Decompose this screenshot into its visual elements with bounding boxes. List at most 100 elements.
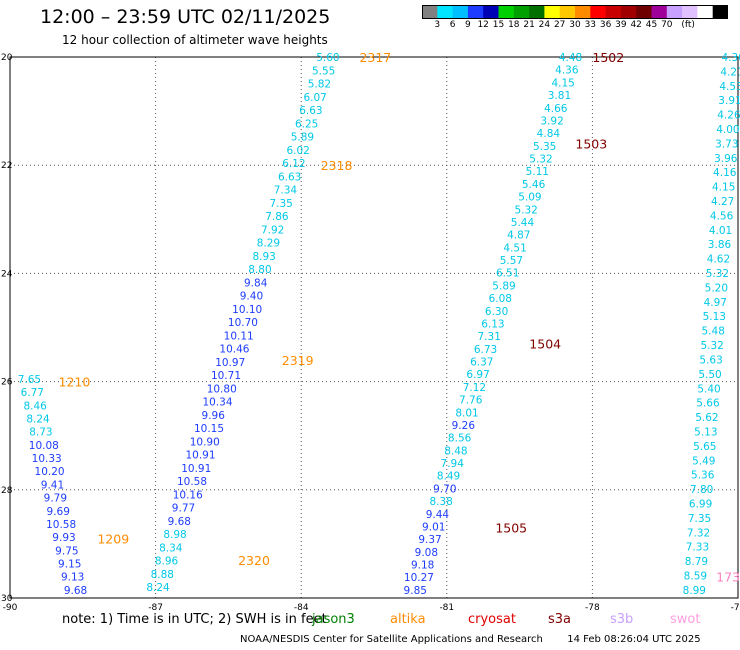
colorbar-swatch xyxy=(620,5,637,19)
wave-height-value: 9.77 xyxy=(172,503,195,515)
wave-height-value: 7.12 xyxy=(463,382,486,394)
track-time-label: 1210 xyxy=(59,375,91,390)
wave-height-value: 5.44 xyxy=(511,217,535,229)
wave-height-value: 8.29 xyxy=(257,238,280,250)
colorbar-label: 45 xyxy=(645,20,658,30)
wave-height-value: 10.27 xyxy=(404,572,434,584)
wave-height-value: 9.68 xyxy=(64,585,87,597)
wave-height-value: 5.66 xyxy=(696,398,720,410)
wave-height-value: 8.79 xyxy=(685,556,708,568)
wave-height-value: 9.40 xyxy=(240,291,263,303)
footer-timestamp: 14 Feb 08:26:04 UTC 2025 xyxy=(567,634,701,645)
colorbar-label: 18 xyxy=(508,20,520,30)
colorbar-swatch xyxy=(636,5,652,19)
wave-height-value: 9.15 xyxy=(58,559,81,571)
x-tick-label: -81 xyxy=(439,603,454,612)
wave-height-value: 5.13 xyxy=(694,426,717,438)
wave-height-value: 9.70 xyxy=(433,483,456,495)
legend-altika: altika xyxy=(390,612,426,627)
track-time-label: 1504 xyxy=(529,337,561,352)
wave-height-value: 6.07 xyxy=(303,92,326,104)
colorbar-labels: 3 6 9 12 15 18 21 24 27 30 33 36 39 42 45 70 (ft) xyxy=(422,20,740,34)
colorbar-label: 3 xyxy=(434,20,441,30)
track-time-label: 1502 xyxy=(592,50,624,65)
wave-height-value: 3.92 xyxy=(540,115,563,127)
colorbar-frame xyxy=(422,5,728,19)
wave-height-value: 7.32 xyxy=(687,527,710,539)
colorbar-label: 24 xyxy=(538,20,551,30)
wave-height-value: 4.27 xyxy=(711,196,734,208)
track-time-label: 1503 xyxy=(575,137,607,152)
wave-height-value: 9.75 xyxy=(55,545,78,557)
wave-height-value: 5.40 xyxy=(697,383,720,395)
wave-height-value: 6.37 xyxy=(470,357,493,369)
wave-height-value: 5.09 xyxy=(518,192,541,204)
wave-height-value: 4.97 xyxy=(704,297,727,309)
wave-height-value: 4.62 xyxy=(707,254,730,266)
colorbar-swatch xyxy=(483,5,499,19)
wave-height-value: 8.49 xyxy=(437,471,460,483)
wave-height-value: 10.91 xyxy=(185,450,215,462)
wave-height-value: 5.20 xyxy=(705,282,728,294)
colorbar-label: 33 xyxy=(584,20,597,30)
wave-height-value: 5.60 xyxy=(316,52,339,64)
wave-height-value: 10.16 xyxy=(173,489,203,501)
track-time-label: 1209 xyxy=(97,531,129,546)
x-tick-label: -90 xyxy=(3,603,18,612)
colorbar-swatch xyxy=(590,5,606,19)
wave-height-value: 7.34 xyxy=(274,185,298,197)
map-frame xyxy=(9,56,739,599)
colorbar-swatch xyxy=(575,5,591,19)
wave-height-value: 10.70 xyxy=(228,317,258,329)
colorbar-label: 15 xyxy=(492,20,505,30)
wave-height-value: 4.84 xyxy=(537,128,561,140)
wave-height-value: 7.76 xyxy=(459,395,483,407)
legend-row: note: 1) Time is in UTC; 2) SWH is in fe… xyxy=(0,612,740,630)
wave-height-value: 10.91 xyxy=(181,463,211,475)
wave-height-value: 10.58 xyxy=(177,476,207,488)
wave-height-value: 4.15 xyxy=(712,182,735,194)
wave-height-colorbar xyxy=(422,5,728,19)
wave-height-value: 4.16 xyxy=(713,167,737,179)
altimeter-map: -90 -87 -84 -81 -78 -75 20 22 24 26 28 30 5.605.55 5.… xyxy=(1,50,740,612)
wave-height-value: 5.89 xyxy=(291,132,314,144)
colorbar-swatch xyxy=(437,5,453,19)
wave-height-value: 10.15 xyxy=(194,423,224,435)
wave-height-value: 5.13 xyxy=(703,311,726,323)
x-tick-label: -75 xyxy=(731,603,740,612)
wave-height-value: 8.48 xyxy=(444,445,467,457)
wave-height-value: 5.32 xyxy=(700,340,723,352)
colorbar-swatch xyxy=(467,5,484,19)
wave-height-value: 8.24 xyxy=(26,413,50,425)
wave-height-value: 10.90 xyxy=(190,436,220,448)
wave-height-value: 3.86 xyxy=(708,239,732,251)
colorbar-label: 39 xyxy=(615,20,627,30)
track-time-label: 1505 xyxy=(495,521,527,536)
track-time-label: 2317 xyxy=(359,50,391,65)
colorbar-label: 70 xyxy=(661,20,673,30)
colorbar-label: 36 xyxy=(599,20,612,30)
wave-height-value: 8.24 xyxy=(146,582,170,594)
legend-cryosat: cryosat xyxy=(468,612,516,627)
map-subtitle: 12 hour collection of altimeter wave hei… xyxy=(62,33,328,47)
wave-height-value: 8.99 xyxy=(683,585,706,597)
wave-height-value: 6.99 xyxy=(689,498,712,510)
wave-height-value: 7.92 xyxy=(261,224,284,236)
colorbar-label: 30 xyxy=(569,20,581,30)
wave-height-value: 10.71 xyxy=(211,370,241,382)
colorbar-swatch xyxy=(682,5,698,19)
colorbar-swatch xyxy=(452,5,469,19)
wave-height-value: 8.34 xyxy=(159,542,183,554)
map-title: 12:00 – 23:59 UTC 02/11/2025 xyxy=(40,6,331,28)
wave-height-value: 5.32 xyxy=(706,268,729,280)
colorbar-swatch xyxy=(529,5,545,19)
wave-height-value: 8.46 xyxy=(23,400,47,412)
y-tick-label: 28 xyxy=(1,486,13,496)
colorbar-swatch xyxy=(605,5,622,19)
wave-height-value: 9.13 xyxy=(61,572,84,584)
track-time-label: 2320 xyxy=(238,553,270,568)
wave-height-value: 9.44 xyxy=(426,509,450,521)
wave-height-value: 5.32 xyxy=(514,204,537,216)
wave-height-value: 7.31 xyxy=(478,331,501,343)
wave-height-value: 9.08 xyxy=(415,547,438,559)
